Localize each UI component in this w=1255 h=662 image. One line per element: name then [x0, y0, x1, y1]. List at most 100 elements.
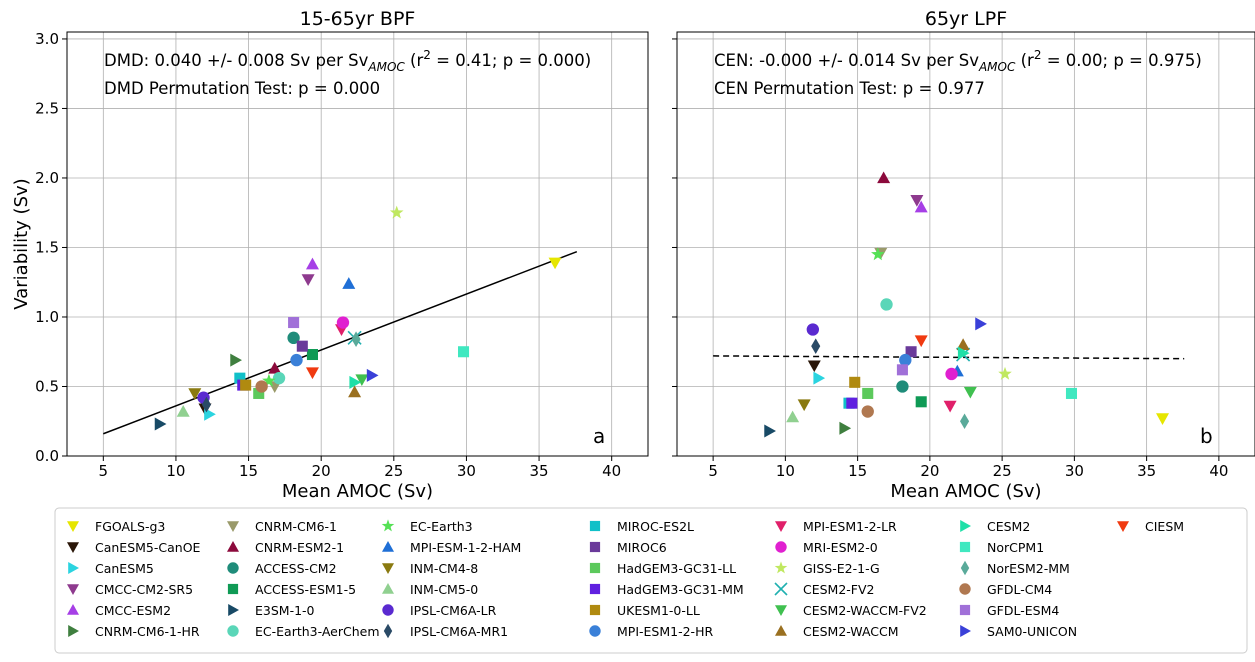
data-point	[301, 274, 315, 286]
data-point	[896, 380, 909, 393]
data-point	[943, 400, 957, 413]
axes-frame	[66, 31, 649, 457]
legend-marker	[774, 582, 788, 596]
regression-annotation: CEN: -0.000 +/- 0.014 Sv per SvAMOC (r2 …	[714, 48, 1202, 74]
data-point	[336, 316, 350, 329]
chart-title: 65yr LPF	[925, 8, 1007, 30]
legend-label: IPSL-CM6A-LR	[410, 603, 497, 618]
y-tick-label: 0.5	[35, 377, 59, 395]
legend-item: HadGEM3-GC31-MM	[589, 582, 744, 597]
legend-marker	[382, 604, 394, 616]
legend-label: HadGEM3-GC31-LL	[617, 561, 736, 576]
data-point	[880, 298, 893, 311]
x-tick-label: 15	[239, 462, 258, 480]
legend-item: CIESM	[1117, 519, 1184, 534]
legend-label: MIROC6	[617, 540, 667, 555]
data-point	[458, 346, 470, 358]
legend-marker	[775, 625, 787, 636]
legend-item: MIROC-ES2L	[589, 519, 694, 534]
panel-letter: b	[1200, 424, 1213, 448]
legend-item: CESM2-WACCM	[775, 624, 899, 639]
legend-label: CanESM5	[95, 561, 154, 576]
legend-item: CanESM5-CanOE	[67, 540, 201, 555]
legend-marker	[227, 562, 239, 574]
legend-marker	[228, 604, 239, 616]
data-point	[862, 387, 874, 399]
legend-marker	[960, 625, 971, 637]
legend-item: UKESM1-0-LL	[589, 603, 700, 618]
data-point	[914, 200, 928, 213]
x-tick-label: 5	[99, 462, 109, 480]
data-point	[188, 388, 202, 400]
legend-marker	[67, 584, 79, 595]
data-point	[349, 375, 362, 389]
y-tick-label: 1.5	[35, 238, 59, 256]
legend-item: CNRM-CM6-1-HR	[68, 624, 200, 639]
legend-item: MRI-ESM2-0	[775, 540, 878, 555]
x-tick-label: 20	[312, 462, 331, 480]
legend-label: INM-CM4-8	[410, 561, 478, 576]
data-point	[305, 257, 319, 270]
data-point	[296, 340, 308, 352]
legend-marker	[959, 583, 971, 595]
legend-label: GISS-E2-1-G	[803, 561, 880, 576]
legend-marker	[227, 583, 239, 595]
legend-marker	[589, 562, 601, 574]
legend-label: CESM2	[987, 519, 1030, 534]
legend-marker	[382, 563, 394, 574]
data-point	[272, 371, 286, 385]
y-axis-label: Variability (Sv)	[11, 178, 32, 309]
legend-label: INM-CM5-0	[410, 582, 478, 597]
x-tick-label: 40	[1209, 462, 1228, 480]
data-point	[899, 353, 912, 367]
legend-label: CESM2-WACCM-FV2	[803, 603, 927, 618]
data-point	[910, 195, 924, 207]
legend-label: CNRM-ESM2-1	[255, 540, 344, 555]
data-point	[230, 353, 242, 367]
legend-marker	[589, 625, 601, 637]
legend-marker	[775, 605, 787, 616]
legend-marker	[960, 520, 971, 532]
data-point	[914, 335, 928, 348]
x-tick-label: 30	[457, 462, 476, 480]
chart-title: 15-65yr BPF	[300, 8, 416, 30]
data-point	[240, 379, 252, 391]
panel-a: 5 10 15 20 25 30 35 40 0.0 0.5 1.0 1.5 2.0 2.5 3.0 15-6…	[11, 8, 649, 502]
data-point	[305, 367, 319, 380]
data-point	[287, 331, 300, 345]
legend-marker	[960, 560, 970, 576]
legend-marker	[382, 541, 394, 552]
x-tick-label: 10	[166, 462, 185, 480]
legend-marker	[227, 541, 239, 552]
legend-marker	[382, 583, 394, 594]
data-point	[306, 348, 318, 361]
legend-item: MPI-ESM-1-2-HAM	[382, 540, 521, 555]
data-point	[975, 317, 987, 331]
legend-item: GFDL-ESM4	[959, 603, 1059, 618]
data-point	[956, 338, 970, 350]
data-point	[201, 396, 211, 413]
legend-item: SAM0-UNICON	[960, 624, 1077, 639]
y-tick-label: 3.0	[35, 30, 59, 48]
data-point	[846, 397, 858, 409]
legend-item: NorCPM1	[959, 540, 1044, 555]
legend-marker	[68, 625, 79, 637]
data-point	[839, 421, 852, 435]
legend-marker	[68, 562, 79, 574]
data-point	[176, 405, 190, 417]
legend-marker	[775, 541, 787, 553]
legend-marker	[589, 541, 601, 553]
x-tick-label: 15	[848, 462, 867, 480]
legend-item: FGOALS-g3	[67, 519, 165, 534]
legend-label: CMCC-CM2-SR5	[95, 582, 193, 597]
data-point	[957, 346, 970, 360]
y-tick-label: 2.0	[35, 169, 59, 187]
legend-marker	[1117, 521, 1129, 532]
legend-label: IPSL-CM6A-MR1	[410, 624, 508, 639]
legend-marker	[959, 541, 971, 553]
data-point	[342, 277, 356, 289]
legend-item: E3SM-1-0	[228, 603, 315, 618]
legend-label: EC-Earth3-AerChem	[255, 624, 380, 639]
legend-label: ACCESS-CM2	[255, 561, 337, 576]
